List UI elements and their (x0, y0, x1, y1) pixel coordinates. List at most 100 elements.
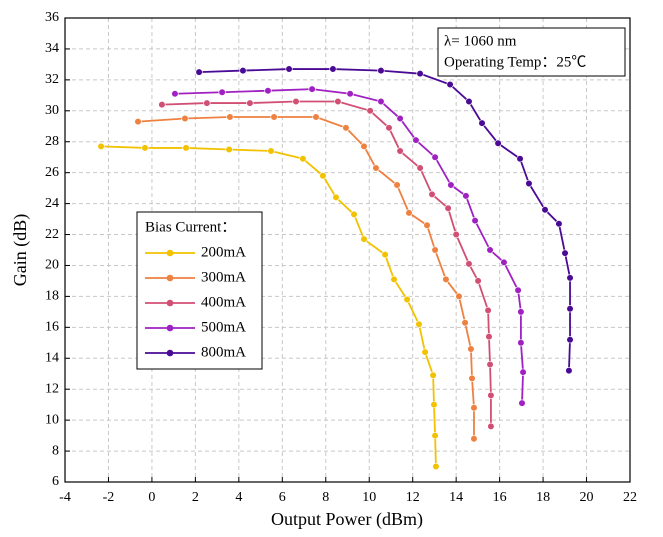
data-point (329, 65, 337, 73)
y-tick-label: 16 (45, 320, 59, 335)
data-point (377, 66, 385, 75)
data-point (467, 345, 475, 353)
data-point (308, 85, 316, 93)
annotation-box (437, 27, 626, 77)
x-tick-label: 16 (493, 490, 507, 505)
data-point (484, 306, 492, 314)
data-point (431, 432, 439, 440)
data-point (270, 113, 278, 121)
x-tick-label: 6 (279, 490, 286, 505)
data-point (372, 164, 380, 172)
data-point (465, 260, 473, 268)
data-point (485, 333, 493, 341)
plot-frame (64, 17, 631, 483)
data-point (181, 114, 189, 123)
x-tick-label: 18 (536, 490, 550, 505)
data-point (517, 339, 525, 347)
y-tick-label: 14 (45, 350, 59, 365)
data-point (360, 142, 368, 150)
data-point (500, 258, 508, 266)
data-point (366, 107, 374, 115)
data-point (561, 249, 569, 257)
data-point (555, 220, 563, 228)
x-tick-label: 22 (623, 490, 637, 505)
data-point (239, 66, 247, 75)
legend-label: 500mA (201, 319, 246, 335)
legend-label: 400mA (201, 294, 246, 310)
data-point (350, 210, 358, 219)
data-point (390, 275, 398, 283)
data-point (319, 172, 327, 180)
data-point (468, 374, 476, 382)
y-tick-label: 24 (45, 196, 59, 211)
legend-label: 200mA (201, 244, 246, 260)
y-tick-label: 34 (45, 41, 59, 56)
data-point (246, 99, 254, 107)
y-axis-title: Gain (dB) (10, 214, 31, 286)
data-point (431, 246, 439, 254)
x-tick-label: 8 (322, 490, 329, 505)
data-point (158, 101, 166, 109)
data-point (442, 275, 450, 283)
annotation: λ= 1060 nm (444, 33, 517, 49)
data-point (403, 295, 411, 304)
data-point (412, 136, 420, 144)
data-point (487, 422, 495, 430)
data-point (385, 124, 393, 132)
x-tick-label: 2 (192, 490, 199, 505)
data-point (416, 164, 424, 172)
y-tick-label: 18 (45, 289, 59, 304)
data-point (97, 142, 105, 150)
data-point (346, 90, 354, 98)
legend-label: 300mA (201, 269, 246, 285)
annotation: Operating Temp：25℃ (444, 54, 586, 70)
data-point (405, 209, 413, 217)
data-point (381, 251, 389, 259)
x-tick-label: 0 (148, 490, 155, 505)
data-point (446, 80, 454, 89)
y-tick-label: 10 (45, 412, 59, 427)
data-point (471, 217, 479, 225)
y-tick-label: 36 (45, 10, 59, 25)
data-point (432, 462, 440, 471)
data-point (517, 308, 525, 316)
y-tick-label: 32 (45, 72, 59, 87)
data-point (516, 155, 524, 163)
x-tick-label: -4 (59, 490, 71, 505)
legend-marker (166, 249, 174, 257)
data-point (171, 90, 179, 98)
data-point (299, 155, 307, 163)
data-point (462, 192, 470, 200)
data-point (525, 179, 533, 188)
data-point (430, 401, 438, 409)
data-point (334, 97, 342, 106)
data-point (494, 139, 502, 147)
data-point (452, 230, 460, 239)
y-tick-label: 26 (45, 165, 59, 180)
data-point (360, 235, 368, 243)
x-tick-label: 14 (449, 490, 463, 505)
legend-box (136, 211, 263, 370)
data-point (431, 153, 439, 161)
data-point (429, 371, 437, 379)
data-point (203, 99, 211, 107)
data-point (264, 87, 272, 95)
data-point (312, 113, 320, 121)
legend-title: Bias Current： (145, 219, 236, 235)
y-tick-label: 28 (45, 134, 59, 149)
data-point (332, 193, 340, 202)
data-point (519, 368, 527, 376)
data-point (487, 391, 495, 399)
y-tick-label: 22 (45, 227, 59, 242)
data-point (470, 404, 478, 412)
data-point (470, 435, 478, 443)
y-tick-label: 8 (52, 443, 59, 458)
data-point (226, 113, 234, 121)
data-point (423, 221, 431, 229)
data-point (566, 305, 574, 313)
data-point (342, 124, 350, 132)
data-point (267, 147, 275, 155)
data-point (415, 320, 423, 328)
data-point (396, 114, 404, 123)
